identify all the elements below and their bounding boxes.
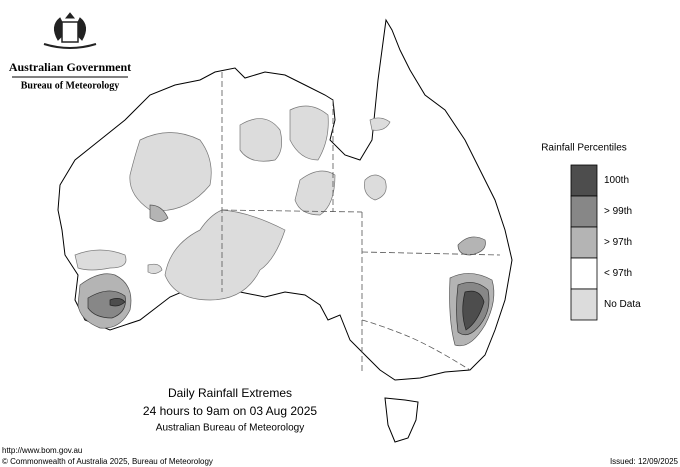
legend-swatch <box>570 195 598 228</box>
legend-swatch <box>570 257 598 290</box>
legend-label: 100th <box>604 175 629 186</box>
footer-copyright: © Commonwealth of Australia 2025, Bureau… <box>2 457 213 466</box>
tasmania <box>384 397 419 443</box>
wattle <box>43 43 97 49</box>
border <box>361 319 471 371</box>
state-borders <box>221 72 501 372</box>
region <box>74 249 127 271</box>
crest <box>43 12 97 49</box>
legend-label: < 97th <box>604 268 632 279</box>
region <box>457 236 486 256</box>
region <box>294 170 336 216</box>
region <box>364 174 387 201</box>
border <box>221 209 363 213</box>
shield <box>61 21 79 43</box>
legend-label: > 97th <box>604 237 632 248</box>
border <box>361 251 501 256</box>
agency-name: Bureau of Meteorology <box>21 80 120 91</box>
map-title: Daily Rainfall Extremes <box>168 386 292 400</box>
legend-label: > 99th <box>604 206 632 217</box>
no-data-regions <box>74 105 391 301</box>
map-source: Australian Bureau of Meteorology <box>156 423 304 434</box>
region <box>164 209 286 301</box>
region <box>129 132 212 212</box>
region <box>147 263 163 274</box>
region <box>109 298 126 307</box>
region <box>369 117 391 131</box>
legend-label: No Data <box>604 299 641 310</box>
legend-swatch <box>570 226 598 259</box>
star <box>64 12 76 19</box>
region <box>87 290 126 319</box>
legend-title: Rainfall Percentiles <box>541 143 627 154</box>
region <box>239 118 282 162</box>
footer-issued: Issued: 12/09/2025 <box>610 457 679 466</box>
footer-url: http://www.bom.gov.au <box>2 446 82 455</box>
map-period: 24 hours to 9am on 03 Aug 2025 <box>143 404 317 418</box>
max-regions <box>109 290 485 331</box>
region <box>462 290 485 331</box>
region <box>289 105 329 161</box>
legend-swatch <box>570 164 598 197</box>
government-name: Australian Government <box>9 60 131 74</box>
legend: Rainfall Percentiles 100th > 99th > 97th < … <box>541 143 641 321</box>
legend-swatch <box>570 288 598 321</box>
region <box>149 204 169 222</box>
